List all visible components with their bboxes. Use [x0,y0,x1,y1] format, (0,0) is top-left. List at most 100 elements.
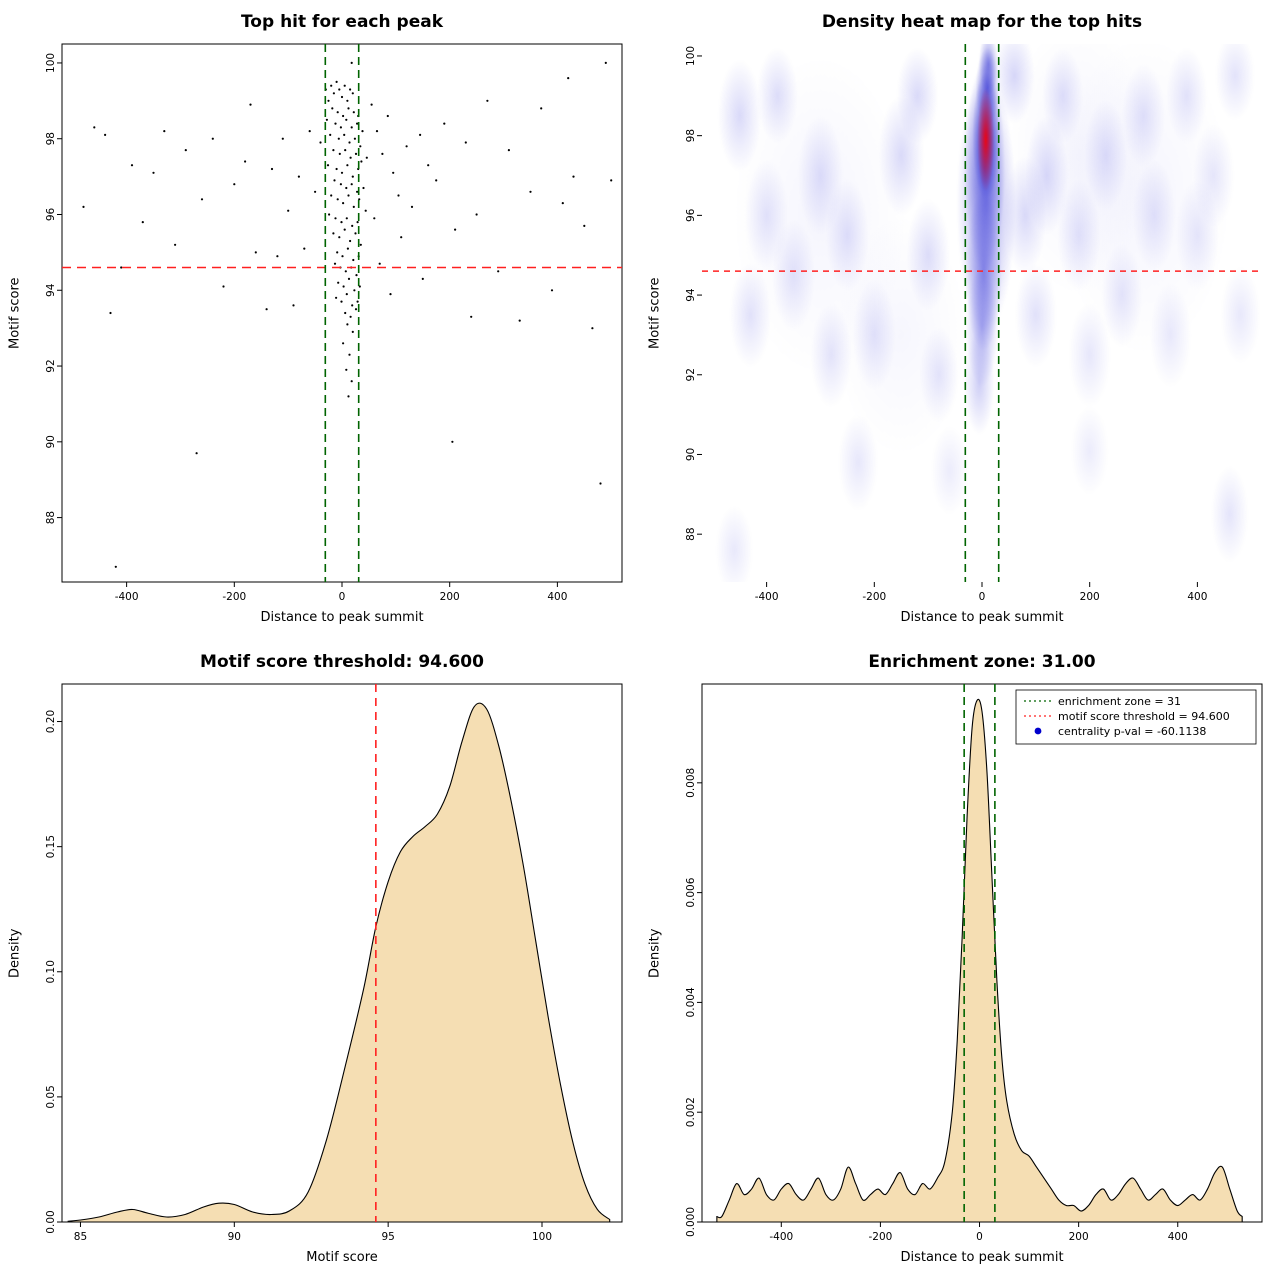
data-point [343,228,346,231]
data-point [340,300,343,303]
data-point [378,262,381,265]
data-point [345,118,348,121]
data-point [351,304,354,307]
data-point [349,239,352,243]
x-tick-label: 400 [1168,1231,1188,1243]
data-point [347,277,351,280]
y-axis-label: Density [647,928,663,978]
data-point [529,190,532,193]
x-tick-label: 400 [547,591,567,603]
x-axis-label: Motif score [306,1250,378,1265]
data-point [342,285,345,288]
data-point [104,133,107,136]
data-point [405,145,408,148]
data-point [356,190,359,193]
x-axis-label: Distance to peak summit [900,1250,1064,1265]
data-point [356,122,359,125]
data-point [451,440,454,443]
panel-scatter: -400 -200 0 200 400 88 90 92 94 96 98 100 Top hit f… [0,0,640,640]
data-point [567,77,570,80]
y-tick-label: 0.00 [45,1210,57,1233]
axes: 85 90 95 100 0.00 0.05 0.10 0.15 0.20 [45,710,552,1243]
data-point [244,160,247,163]
data-point [249,103,252,106]
data-point [336,198,339,201]
data-point [345,293,348,296]
data-point [486,99,489,102]
x-axis-label: Distance to peak summit [260,610,424,625]
data-point [599,482,602,485]
data-point [345,186,348,190]
data-point [347,107,350,110]
y-axis-label: Motif score [7,277,23,349]
data-point [419,133,422,136]
data-point [335,296,338,299]
data-point [353,289,356,292]
data-point [333,262,337,265]
data-point [349,156,352,159]
data-point [332,149,335,152]
data-point [591,327,594,330]
data-point [421,277,424,280]
y-tick-label: 0.10 [45,960,57,983]
data-point [389,293,392,296]
data-point [507,149,510,152]
page-title: Density heat map for the top hits [821,12,1143,32]
data-point [359,243,362,246]
data-point [550,289,554,292]
data-point [354,152,358,155]
data-point [254,251,257,254]
data-point [364,209,367,212]
y-tick-label: 98 [45,132,57,145]
data-point [381,152,384,155]
panel-heatmap: -400 -200 0 200 400 88 90 92 94 96 98 100 Density h… [640,0,1280,640]
data-point [287,209,290,212]
y-tick-label: 90 [45,435,57,448]
data-point [362,186,365,190]
legend: enrichment zone = 31 motif score threshol… [1015,689,1257,745]
legend-label: enrichment zone = 31 [1058,695,1181,708]
data-point [342,202,345,205]
data-point [331,107,334,110]
axes: -400 -200 0 200 400 88 90 92 94 96 98 100 [685,46,1207,603]
axes: -400 -200 0 200 400 88 90 92 94 96 98 100 [45,53,567,603]
data-point [354,308,358,311]
data-point [346,247,349,250]
data-point [333,179,336,182]
density-curve [716,698,1243,1223]
data-point [375,130,379,133]
scatter-plot: -400 -200 0 200 400 88 90 92 94 96 98 100 [45,43,623,603]
x-tick-label: 100 [532,1231,552,1243]
y-tick-label: 88 [685,527,697,540]
data-point [342,342,345,345]
data-point [308,130,311,133]
data-point [281,137,284,140]
data-point [336,111,339,114]
data-point [339,126,342,129]
y-tick-label: 0.008 [685,768,697,798]
panel-score-density: 85 90 95 100 0.00 0.05 0.10 0.15 0.20 Motif scor… [0,640,640,1280]
data-point [572,175,575,178]
data-point [326,164,330,167]
data-point [345,217,348,220]
data-point [356,300,359,303]
y-tick-label: 92 [45,359,57,372]
panel-distance-density: -400 -200 0 200 400 0.000 0.002 0.004 0.006 0.008… [640,640,1280,1280]
data-point [335,80,338,83]
data-point [400,236,403,239]
x-tick-label: 0 [979,591,986,603]
data-point [297,175,300,178]
data-point [330,194,333,197]
data-point [109,311,112,315]
y-tick-label: 0.002 [685,1097,697,1127]
data-point [344,270,347,273]
data-point [152,171,155,174]
data-point [497,270,500,273]
y-tick-label: 100 [685,46,697,66]
x-tick-label: 0 [339,591,346,603]
data-point [338,236,341,239]
data-point [392,171,395,174]
data-point [340,95,344,99]
y-axis-label: Density [7,928,23,978]
data-point [93,126,96,129]
